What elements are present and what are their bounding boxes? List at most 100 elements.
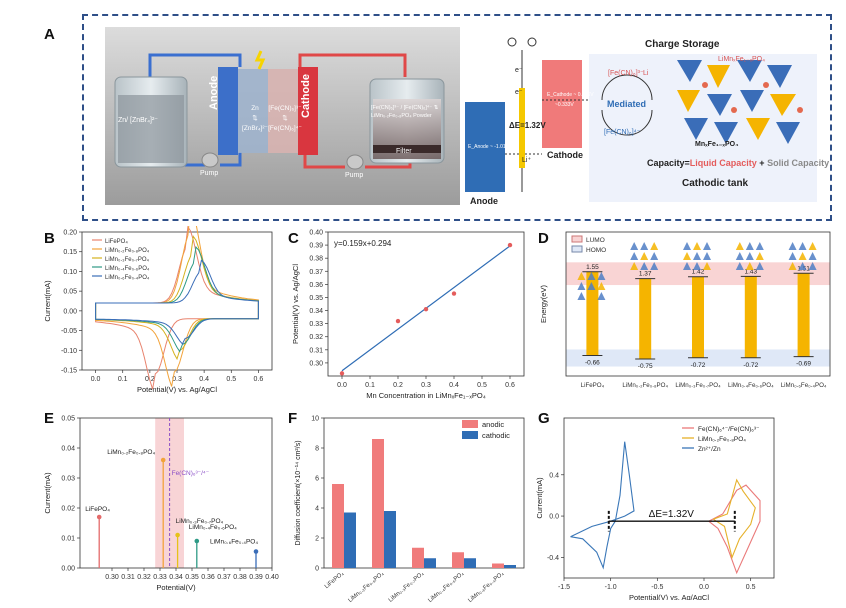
x-tick-label: 0.3 [172, 376, 182, 383]
data-point [339, 371, 345, 376]
gap-bar [797, 273, 810, 357]
structure-model-icon [577, 272, 606, 300]
panel-a-letter: A [44, 26, 55, 43]
x-tick-label: 0.1 [365, 382, 375, 389]
y-tick-label: 0.37 [309, 269, 323, 276]
structure-model-icon [788, 242, 817, 270]
x-axis-label: Potential(V) vs. Ag/AgCl [137, 385, 217, 394]
structure-tetrahedron [788, 262, 797, 270]
y-tick-label: 0.01 [61, 536, 75, 543]
lumo-value: 1.55 [586, 264, 599, 271]
x-axis-label: Mn Concentration in LiMnₓFe₁₋ₓPO₄ [366, 391, 486, 400]
structure-tetrahedron [650, 262, 659, 270]
electron-label: e⁻ [515, 67, 523, 74]
capacity-equation: Capacity=Liquid Capacity + Solid Capacit… [647, 158, 829, 168]
y-tick-label: 0.4 [549, 472, 559, 479]
data-point [451, 291, 457, 296]
structure-tetrahedron [683, 262, 691, 270]
y-tick-label: 2 [315, 536, 319, 543]
structure-tetrahedron [808, 242, 817, 250]
y-tick-label: 0.02 [61, 506, 75, 513]
x-tick-label: 0.31 [121, 574, 135, 581]
y-tick-label: 0.31 [309, 347, 323, 354]
stem-marker [253, 549, 259, 554]
data-point [423, 307, 429, 312]
structure-tetrahedron [693, 262, 701, 270]
fit-equation: y=0.159x+0.294 [334, 239, 392, 248]
delta-e-label: ΔE=1.32V [509, 121, 546, 130]
cathode-tank-text: [Fe(CN)₆]³⁻ / [Fe(CN)₆]⁴⁻ ⇅ LiMn₀.₂Fe₀.₈… [371, 105, 439, 119]
y-tick-label: 0.39 [309, 243, 323, 250]
bar [384, 511, 396, 568]
legend-label: LiMn₀.₂Fe₀.₈PO₄ [698, 436, 746, 443]
y-tick-label: 0.05 [61, 416, 75, 423]
y-axis-label: Current(mA) [535, 477, 544, 519]
x-tick-label: 0.4 [449, 382, 459, 389]
y-tick-label: -0.10 [61, 348, 77, 355]
reference-label: Fe(CN)₆³⁻/⁴⁻ [172, 470, 210, 477]
y-tick-label: 0.32 [309, 334, 323, 341]
x-tick-label: 0.38 [233, 574, 247, 581]
structure-tetrahedron [630, 242, 639, 250]
data-point [395, 318, 401, 324]
cathode-tube-bottom [303, 152, 345, 169]
stem-marker [175, 532, 180, 538]
x-tick-label: 0.3 [421, 382, 431, 389]
legend-swatch [571, 245, 583, 253]
cathode-tube-top [298, 53, 407, 77]
chart-f-diffusion: 0 2 4 6 8 10 Diffusion coefficient(×10⁻¹⁴ cm²/… [295, 416, 525, 604]
cv-curve-ferri [708, 484, 761, 575]
y-tick-label: 0.0 [549, 514, 559, 521]
structure-tetrahedron [577, 272, 586, 280]
y-tick-label: 8 [315, 446, 319, 453]
structure-tetrahedron [630, 252, 639, 260]
legend-swatch [462, 431, 478, 439]
structure-tetrahedron [597, 282, 606, 290]
structure-tetrahedron [735, 252, 744, 260]
point-label: LiMn₀.₆Fe₀.₄PO₄ [210, 539, 258, 546]
structure-tetrahedron [597, 292, 606, 300]
chart-b-cv: 0.0 0.1 0.2 0.3 0.4 0.5 0.6-0.15-0.10-0.050.00… [43, 226, 273, 394]
point-label: LiFePO₄ [85, 506, 110, 513]
y-tick-label: 6 [315, 476, 319, 483]
cv-curve [95, 235, 259, 361]
structure-tetrahedron [745, 262, 754, 270]
legend-label: LiFePO₄ [105, 239, 128, 245]
structure-tetrahedron [587, 272, 596, 280]
anode-plate [218, 67, 238, 155]
x-category-label: LiFePO₄ [324, 571, 346, 591]
structure-tetrahedron [755, 242, 764, 250]
point-label: LiMn₀.₃Fe₀.₇PO₄ [176, 518, 224, 525]
electron-label: e⁻ [515, 89, 523, 96]
anode-energy-bar [465, 102, 505, 192]
bar [372, 439, 384, 568]
anode-chamber [238, 69, 268, 153]
structure-tetrahedron [808, 252, 817, 260]
homo-value: -0.72 [743, 362, 758, 369]
x-tick-label: 0.5 [477, 382, 487, 389]
structure-tetrahedron [798, 252, 807, 260]
x-tick-label: 0.36 [201, 574, 215, 581]
anode-electrolyte [118, 95, 184, 163]
structure-tetrahedron [808, 262, 817, 270]
anode-tank-label: Zn/ [ZnBr₄]²⁻ [118, 117, 159, 124]
cv-curve-zn [570, 441, 635, 570]
y-tick-label: -0.15 [61, 368, 77, 375]
plot-frame [563, 417, 775, 579]
homo-value: -0.75 [638, 363, 653, 370]
structure-tetrahedron [640, 242, 649, 250]
bar [504, 565, 516, 568]
x-tick-label: 0.37 [217, 574, 231, 581]
legend-label: Zn²⁺/Zn [698, 446, 721, 453]
cathode-plate [298, 67, 318, 155]
panel-c-letter: C [288, 230, 299, 247]
panel-g-letter: G [538, 410, 550, 427]
bar [424, 558, 436, 568]
x-tick-label: 0.32 [137, 574, 151, 581]
e-cathode-label: E_Cathode ~ 0.316V [547, 92, 594, 98]
lmfp-label: LiMnₓFe₁₋ₓPO₄ [718, 56, 765, 63]
y-tick-label: 0.20 [63, 230, 77, 237]
anode-tube-return [220, 152, 242, 167]
legend-label: Fe(CN)₆⁴⁻/Fe(CN)₆³⁻ [698, 426, 760, 433]
y-axis-label: Diffusion coefficient(×10⁻¹⁴ cm²/s) [295, 440, 302, 545]
